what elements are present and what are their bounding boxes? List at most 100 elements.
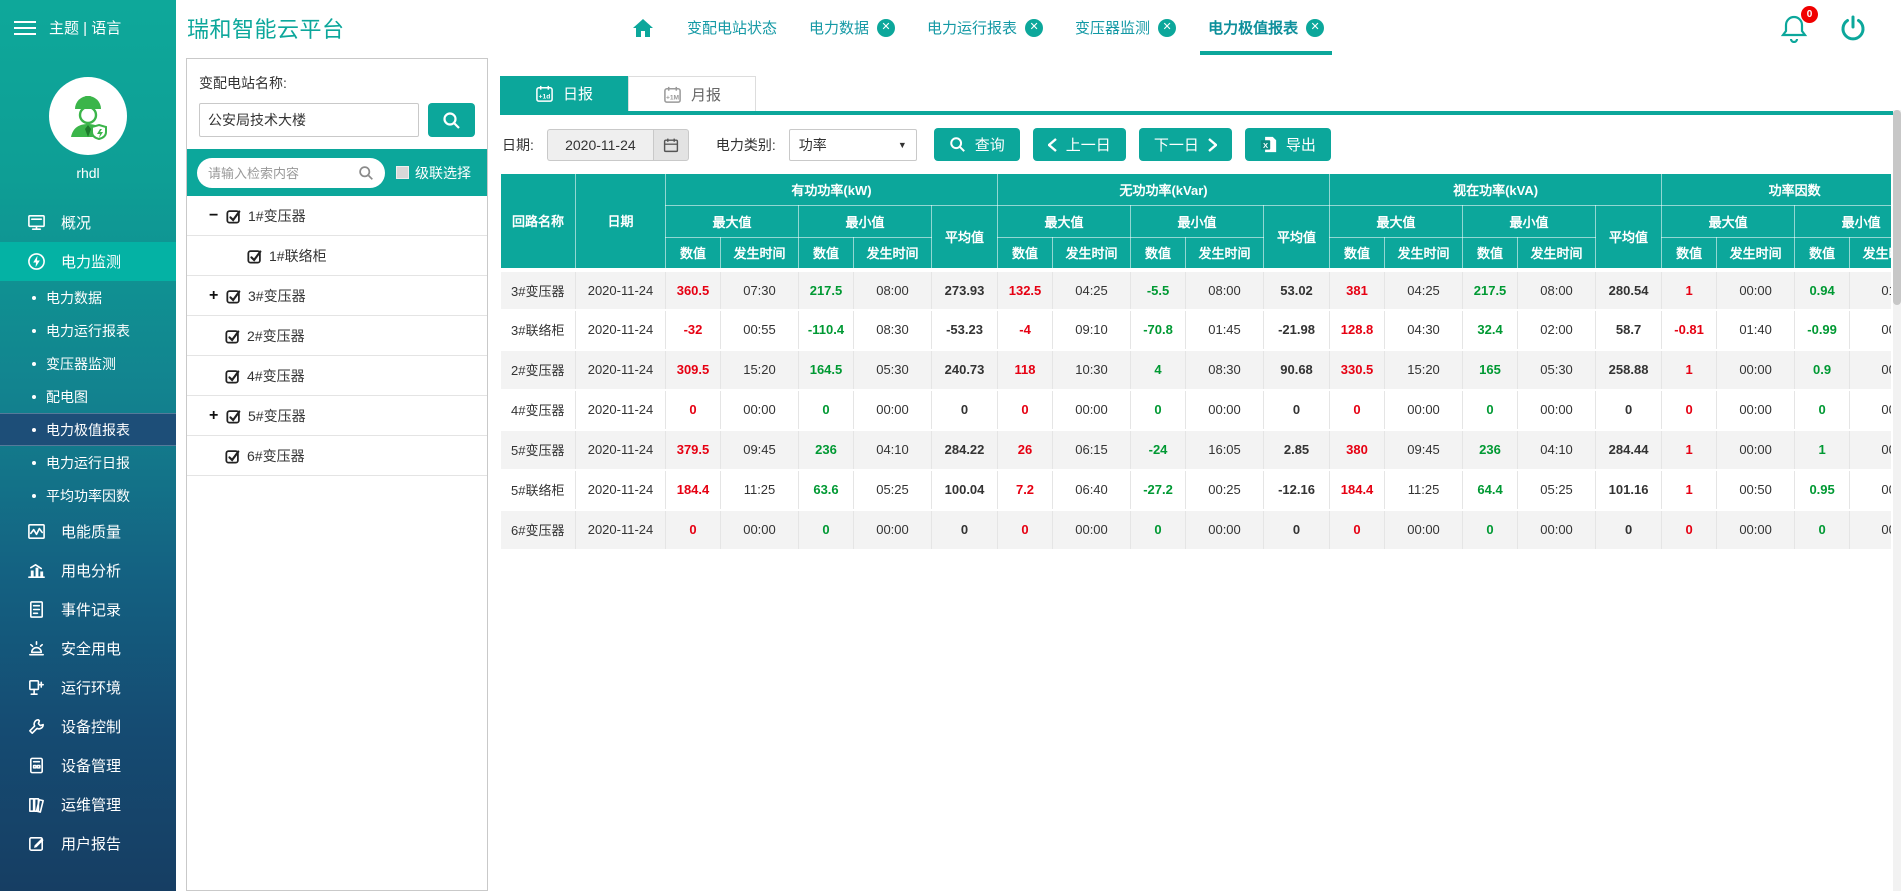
tree-item-label: 5#变压器 bbox=[248, 407, 306, 424]
tree-item[interactable]: +3#变压器 bbox=[187, 276, 487, 316]
value-cell: 01 bbox=[1849, 267, 1891, 311]
value-cell: 64.4 bbox=[1462, 469, 1519, 511]
date-picker-button[interactable] bbox=[652, 128, 689, 161]
checkbox-checked-icon[interactable] bbox=[247, 248, 263, 264]
value-cell: 165 bbox=[1462, 349, 1519, 391]
tree-search-input[interactable]: 请输入检索内容 bbox=[197, 157, 385, 188]
sidebar-item-safety[interactable]: 安全用电 bbox=[0, 629, 176, 668]
sidebar-item-label: 电能质量 bbox=[61, 524, 122, 541]
vertical-scrollbar[interactable] bbox=[1893, 110, 1901, 891]
top-nav-tab[interactable]: 电力数据 ✕ bbox=[809, 0, 896, 55]
tree-item[interactable]: 1#联络柜 bbox=[187, 236, 487, 276]
sidebar-subitem[interactable]: 电力运行日报 bbox=[0, 446, 176, 479]
sidebar-subitem[interactable]: 平均功率因数 bbox=[0, 479, 176, 512]
edit-icon bbox=[27, 834, 46, 853]
tree-item[interactable]: 6#变压器 bbox=[187, 436, 487, 476]
top-nav-tab[interactable]: 电力运行报表 ✕ bbox=[927, 0, 1044, 55]
checkbox-checked-icon[interactable] bbox=[226, 288, 242, 304]
station-search-button[interactable] bbox=[428, 103, 475, 137]
value-cell: 15:20 bbox=[720, 349, 799, 391]
value-cell: -24 bbox=[1130, 429, 1187, 471]
value-cell: 0 bbox=[798, 509, 854, 551]
power-category-select[interactable]: 功率 ▼ bbox=[788, 128, 917, 161]
expand-icon[interactable]: + bbox=[209, 406, 219, 424]
user-block: rhdl bbox=[0, 55, 176, 181]
value-cell: 32.4 bbox=[1462, 309, 1519, 351]
date-input[interactable]: 2020-11-24 bbox=[546, 128, 653, 161]
sidebar-item-device-control[interactable]: 设备控制 bbox=[0, 707, 176, 746]
sidebar-item-usage-analysis[interactable]: 用电分析 bbox=[0, 551, 176, 590]
close-icon[interactable]: ✕ bbox=[1306, 18, 1325, 37]
value-cell: 05:25 bbox=[1517, 469, 1597, 511]
value-cell: 08:00 bbox=[853, 267, 932, 311]
top-nav-tab[interactable]: 变压器监测 ✕ bbox=[1075, 0, 1177, 55]
sidebar-item-power-quality[interactable]: 电能质量 bbox=[0, 512, 176, 551]
sidebar-subitem[interactable]: 电力运行报表 bbox=[0, 314, 176, 347]
collapse-icon[interactable]: − bbox=[209, 206, 219, 224]
value-cell: 00:00 bbox=[1517, 509, 1597, 551]
tab-daily-report[interactable]: +1d 日报 bbox=[500, 76, 628, 111]
next-day-button[interactable]: 下一日 bbox=[1138, 128, 1232, 161]
close-icon[interactable]: ✕ bbox=[877, 18, 896, 37]
sidebar-item-overview[interactable]: 概况 bbox=[0, 203, 176, 242]
value-cell: -32 bbox=[665, 309, 721, 351]
close-icon[interactable]: ✕ bbox=[1025, 18, 1044, 37]
value-cell: 0 bbox=[1130, 389, 1187, 431]
sidebar-item-environment[interactable]: 运行环境 bbox=[0, 668, 176, 707]
sidebar-subitem[interactable]: 配电图 bbox=[0, 380, 176, 413]
notifications-bell-icon[interactable]: 0 bbox=[1779, 5, 1818, 43]
sidebar-subitem-label: 电力极值报表 bbox=[46, 421, 130, 438]
value-cell: 0 bbox=[931, 509, 999, 551]
tab-monthly-report[interactable]: +1M 月报 bbox=[628, 76, 756, 111]
tree-item[interactable]: − 1#变压器 bbox=[187, 196, 487, 236]
checkbox-checked-icon[interactable] bbox=[226, 208, 242, 224]
checkbox-checked-icon[interactable] bbox=[226, 408, 242, 424]
checkbox-checked-icon[interactable] bbox=[225, 368, 241, 384]
value-cell: 284.44 bbox=[1595, 429, 1663, 471]
home-icon[interactable] bbox=[631, 16, 655, 40]
sidebar-subitem[interactable]: 变压器监测 bbox=[0, 347, 176, 380]
power-logout-icon[interactable] bbox=[1839, 14, 1867, 42]
export-button[interactable]: X 导出 bbox=[1244, 128, 1331, 161]
sidebar-item-event-log[interactable]: 事件记录 bbox=[0, 590, 176, 629]
sidebar-subitem-label: 变压器监测 bbox=[46, 355, 116, 372]
theme-language-link[interactable]: 主题 | 语言 bbox=[49, 20, 122, 37]
value-cell: -12.16 bbox=[1263, 469, 1331, 511]
value-cell: 00:00 bbox=[720, 509, 799, 551]
value-cell: 04:10 bbox=[1517, 429, 1597, 471]
table-row: 2#变压器 2020-11-24 309.5 15:20 164.5 05:30 240.7… bbox=[500, 349, 1891, 391]
value-cell: 00:00 bbox=[720, 389, 799, 431]
tree-item[interactable]: 2#变压器 bbox=[187, 316, 487, 356]
column-header: 数值 bbox=[1130, 237, 1187, 270]
value-cell: 06:40 bbox=[1052, 469, 1132, 511]
table-row: 5#变压器 2020-11-24 379.5 09:45 236 04:10 284.22 2… bbox=[500, 429, 1891, 471]
hamburger-menu-icon[interactable] bbox=[14, 17, 36, 39]
expand-icon[interactable]: + bbox=[209, 286, 219, 304]
circuit-name-cell: 5#联络柜 bbox=[500, 469, 576, 511]
sidebar-item-ops-management[interactable]: 运维管理 bbox=[0, 785, 176, 824]
value-cell: 0 bbox=[1794, 509, 1851, 551]
scrollbar-thumb[interactable] bbox=[1893, 110, 1901, 305]
tree-item[interactable]: 4#变压器 bbox=[187, 356, 487, 396]
sidebar-item-device-management[interactable]: 设备管理 bbox=[0, 746, 176, 785]
sidebar-subitem[interactable]: 电力数据 bbox=[0, 281, 176, 314]
tree-item[interactable]: +5#变压器 bbox=[187, 396, 487, 436]
value-cell: 00 bbox=[1849, 349, 1891, 391]
query-button[interactable]: 查询 bbox=[933, 128, 1020, 161]
top-nav-tab[interactable]: 变配电站状态 bbox=[687, 0, 777, 55]
sidebar-item-user-report[interactable]: 用户报告 bbox=[0, 824, 176, 863]
cascade-select-checkbox[interactable]: 级联选择 bbox=[396, 163, 471, 183]
station-name-input[interactable] bbox=[199, 103, 419, 137]
top-nav-tab[interactable]: 电力极值报表 ✕ bbox=[1200, 0, 1333, 55]
prev-day-button[interactable]: 上一日 bbox=[1032, 128, 1126, 161]
close-icon[interactable]: ✕ bbox=[1158, 18, 1177, 37]
checkbox-checked-icon[interactable] bbox=[225, 448, 241, 464]
value-cell: -110.4 bbox=[798, 309, 854, 351]
value-cell: 08:00 bbox=[1517, 267, 1597, 311]
checkbox-checked-icon[interactable] bbox=[225, 328, 241, 344]
sidebar-item-power-monitoring[interactable]: 电力监测 bbox=[0, 242, 176, 281]
avatar[interactable] bbox=[49, 77, 127, 155]
value-cell: 217.5 bbox=[798, 267, 854, 311]
sidebar-subitem[interactable]: 电力极值报表 bbox=[0, 413, 176, 446]
sidebar-item-label: 设备控制 bbox=[61, 719, 122, 736]
